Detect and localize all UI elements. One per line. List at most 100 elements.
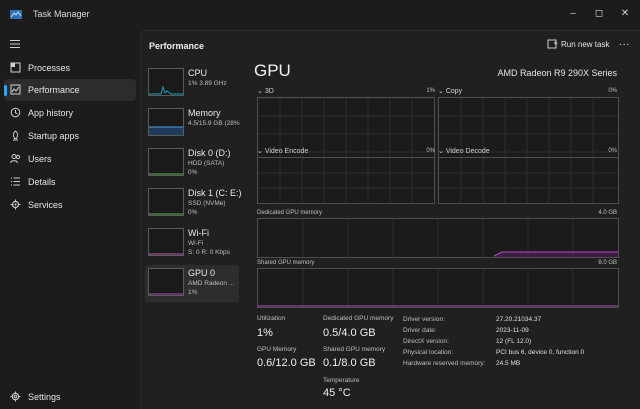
device-usage: S: 0 R: 0 Kbps [188, 249, 230, 256]
nav-item-processes[interactable]: Processes [4, 57, 136, 79]
hardware-reserved-value: 24.5 MB [496, 360, 521, 367]
dedicated-memory-graph [257, 218, 619, 258]
disk0-thumbnail [148, 148, 184, 176]
driver-version-value: 27.20.21034.37 [496, 316, 542, 323]
nav-item-label: Settings [28, 392, 61, 402]
nav-item-details[interactable]: Details [4, 171, 136, 193]
dedicated-memory-max: 4.0 GB [598, 210, 617, 216]
device-item-wifi[interactable]: Wi-Fi Wi-Fi S: 0 R: 0 Kbps [145, 225, 239, 262]
maximize-button[interactable]: ◻ [594, 8, 604, 19]
temperature-label: Temperature [323, 377, 360, 384]
nav-item-label: Processes [28, 63, 71, 73]
nav-item-performance[interactable]: Performance [4, 79, 136, 101]
nav-item-services[interactable]: Services [4, 194, 136, 216]
device-name: Disk 0 (D:) [188, 148, 231, 158]
history-icon [10, 107, 21, 118]
nav-item-label: Services [28, 200, 63, 210]
details-icon [11, 177, 20, 186]
nav-item-label: Users [28, 154, 52, 164]
gpu-model: AMD Radeon R9 290X Series [497, 68, 617, 78]
shared-memory-stat-label: Shared GPU memory [323, 346, 386, 353]
gpu-memory-label: GPU Memory [257, 346, 297, 353]
engine-label: Video Decode [445, 148, 490, 155]
utilization-label: Utilization [257, 315, 286, 322]
nav-item-label: Performance [28, 85, 80, 95]
run-task-icon [547, 39, 558, 49]
driver-version-label: Driver version: [403, 316, 445, 323]
shared-memory-max: 8.0 GB [598, 260, 617, 266]
engine-copy-percent: 0% [608, 88, 617, 94]
device-detail: 1% 3.89 GHz [188, 80, 227, 87]
device-name: GPU 0 [188, 268, 216, 278]
engine-video-decode-percent: 0% [608, 148, 617, 154]
page-title: Performance [149, 41, 205, 51]
processes-icon [10, 62, 21, 73]
driver-date-label: Driver date: [403, 327, 437, 334]
startup-icon [12, 130, 19, 141]
task-manager-icon [10, 10, 22, 19]
device-detail: SSD (NVMe) [188, 200, 226, 207]
dedicated-memory-stat-label: Dedicated GPU memory [323, 315, 394, 322]
device-item-gpu0[interactable]: GPU 0 AMD Radeon ... 1% [145, 265, 239, 302]
device-detail: AMD Radeon ... [188, 280, 235, 287]
performance-panel: Performance Run new task ... CPU 1% 3.89… [140, 30, 640, 409]
nav-item-label: Startup apps [28, 131, 80, 141]
physical-location-value: PCI bus 6, device 0, function 0 [496, 349, 585, 356]
gear-icon [10, 391, 21, 402]
dedicated-memory-stat-value: 0.5/4.0 GB [323, 327, 376, 339]
device-usage: 1% [188, 289, 198, 296]
title-bar: Task Manager – ◻ ✕ [0, 0, 640, 30]
device-detail: Wi-Fi [188, 240, 204, 247]
nav-item-label: Details [28, 177, 56, 187]
wifi-thumbnail [148, 228, 184, 256]
nav-item-label: App history [28, 108, 74, 118]
engine-label: 3D [264, 88, 274, 95]
hardware-reserved-label: Hardware reserved memory: [403, 360, 486, 367]
nav-item-users[interactable]: Users [4, 148, 136, 170]
device-detail: HDD (SATA) [188, 160, 225, 167]
memory-thumbnail [148, 108, 184, 136]
shared-memory-graph [257, 268, 619, 308]
engine-3d-dropdown[interactable]: ⌄ 3D [257, 88, 274, 95]
engine-label: Video Encode [264, 148, 309, 155]
engine-video-decode-dropdown[interactable]: ⌄ Video Decode [438, 148, 490, 155]
performance-icon [10, 84, 21, 95]
users-icon [10, 154, 21, 164]
more-options-button[interactable]: ... [619, 37, 631, 48]
disk1-thumbnail [148, 188, 184, 216]
active-indicator [4, 85, 7, 96]
gpu-memory-value: 0.6/12.0 GB [257, 357, 316, 369]
engine-video-encode-dropdown[interactable]: ⌄ Video Encode [257, 148, 309, 155]
nav-item-startup-apps[interactable]: Startup apps [4, 125, 136, 147]
cpu-thumbnail [148, 68, 184, 96]
utilization-value: 1% [257, 327, 273, 339]
engine-video-decode-graph [438, 157, 619, 204]
directx-version-value: 12 (FL 12.0) [496, 338, 532, 345]
sidebar: Processes Performance App history Startu… [0, 30, 140, 408]
nav-item-settings[interactable]: Settings [4, 386, 136, 406]
hamburger-icon[interactable] [10, 40, 20, 48]
device-usage: 0% [188, 169, 198, 176]
gpu-title: GPU [254, 61, 291, 80]
device-item-cpu[interactable]: CPU 1% 3.89 GHz [145, 65, 239, 102]
device-name: Disk 1 (C: E:) [188, 188, 242, 198]
close-button[interactable]: ✕ [620, 8, 630, 19]
minimize-button[interactable]: – [570, 8, 576, 19]
device-item-disk1[interactable]: Disk 1 (C: E:) SSD (NVMe) 0% [145, 185, 242, 222]
engine-video-encode-percent: 0% [426, 148, 435, 154]
device-name: Wi-Fi [188, 228, 209, 238]
engine-3d-percent: 1% [426, 88, 435, 94]
device-item-memory[interactable]: Memory 4.5/15.9 GB (28% [145, 105, 240, 142]
nav-item-app-history[interactable]: App history [4, 102, 136, 124]
device-detail: 4.5/15.9 GB (28% [188, 120, 240, 127]
shared-memory-label: Shared GPU memory [257, 260, 315, 266]
engine-label: Copy [445, 88, 463, 95]
engine-copy-dropdown[interactable]: ⌄ Copy [438, 88, 463, 95]
device-item-disk0[interactable]: Disk 0 (D:) HDD (SATA) 0% [145, 145, 239, 182]
engine-video-encode-graph [257, 157, 435, 204]
device-name: Memory [188, 108, 221, 118]
device-name: CPU [188, 68, 208, 78]
run-task-label: Run new task [561, 40, 610, 49]
shared-memory-stat-value: 0.1/8.0 GB [323, 357, 376, 369]
driver-date-value: 2023-11-09 [496, 327, 529, 334]
